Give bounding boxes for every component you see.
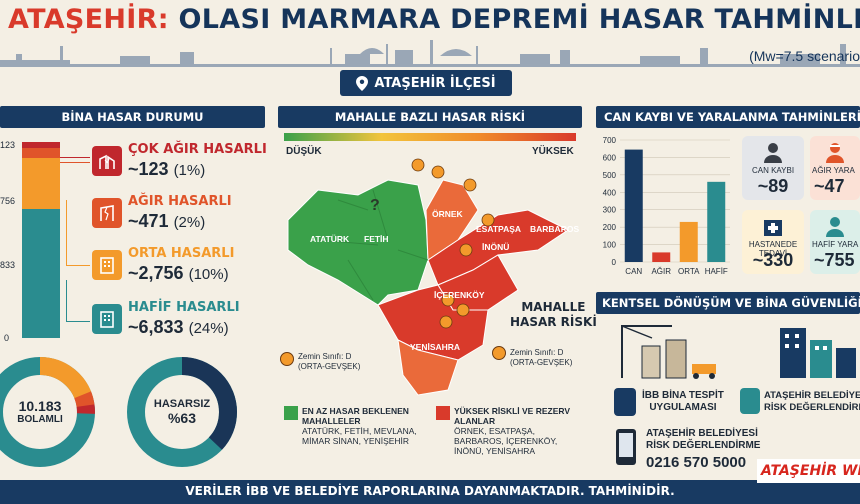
casualty-card-severe: AĞIR YARA ~47 <box>810 136 860 200</box>
building-icon <box>92 250 122 280</box>
buildings-icon <box>780 328 856 378</box>
footer-note: VERİLER İBB VE BELEDİYE RAPORLARINA DAYA… <box>185 484 675 498</box>
contact-label: ATAŞEHİR BELEDİYESİ RİSK DEĞERLENDİRME <box>646 428 761 451</box>
hospital-icon <box>764 220 782 236</box>
svg-text:?: ? <box>370 197 380 214</box>
soil-class-note: Zemin Sınıfı: D (ORTA-GEVŞEK) <box>510 348 573 367</box>
casualty-card-hospital: HASTANEDE TEDAVİ ~330 <box>742 210 804 274</box>
soil-marker-icon <box>280 352 294 366</box>
neighborhood-label: ATATÜRK <box>310 234 350 244</box>
bar-0 <box>624 149 643 262</box>
neighborhood-label: BARBAROS <box>530 224 580 234</box>
damage-percent: (10%) <box>188 266 229 283</box>
donut-undamaged-label: HASARSIZ <box>153 398 211 410</box>
damage-count: ~6,833 <box>128 317 184 337</box>
soil-class-note: Zemin Sınıfı: D (ORTA-GEVŞEK) <box>298 352 361 371</box>
municipality-app-icon <box>740 388 760 414</box>
urban-panel-header: KENTSEL DÖNÜŞÜM VE BİNA GÜVENLİĞİ <box>596 292 860 314</box>
connector-line <box>60 162 90 212</box>
district-banner: ATAŞEHİR İLÇESİ <box>340 70 512 96</box>
legend-low: EN AZ HASAR BEKLENEN MAHALLELER ATATÜRK,… <box>302 406 417 446</box>
casualty-card-deaths: CAN KAYBI ~89 <box>742 136 804 200</box>
construction-icon <box>621 325 716 379</box>
y-tick-label: 0 <box>612 258 617 267</box>
cracked-building-icon <box>92 198 122 228</box>
district-map: ? <box>287 158 569 396</box>
stack-segment-very-heavy <box>22 142 60 148</box>
map-panel-header: MAHALLE BAZLI HASAR RİSKİ <box>278 106 582 128</box>
bar-3 <box>707 181 726 262</box>
phone-icon <box>616 429 636 465</box>
neighborhood-label: ESATPAŞA <box>476 224 522 234</box>
neighborhood-label: İÇERENKÖY <box>434 290 485 300</box>
connector-line <box>66 280 90 322</box>
casualty-card-light: HAFİF YARA ~755 <box>810 210 860 274</box>
casualty-bar-chart: 700 600 500 400 300 200 100 0 CAN AĞIR ORTA HAFİF <box>603 136 730 276</box>
y-tick-label: 700 <box>603 136 617 145</box>
y-tick-label: 500 <box>603 171 617 180</box>
damage-count: ~471 <box>128 211 169 231</box>
donut-total-label: BOLAMLI <box>17 414 63 425</box>
phone-app-icon <box>614 388 636 416</box>
person-icon <box>764 143 782 163</box>
ibb-app-label: İBB BİNA TESPİT UYGULAMASI <box>642 390 724 413</box>
y-tick-label: 100 <box>603 241 617 250</box>
stack-segment-moderate <box>22 158 60 209</box>
damage-stacked-bar <box>22 142 60 338</box>
x-tick-label: AĞIR <box>651 267 671 276</box>
bar-2 <box>679 221 698 262</box>
stack-segment-light <box>22 208 60 338</box>
injured-person-icon <box>826 143 844 163</box>
soil-marker-icon <box>492 346 506 360</box>
neighborhood-label: YENİSAHRA <box>410 342 461 352</box>
page-title: ATAŞEHİR: OLASI MARMARA DEPREMİ HASAR TA… <box>8 4 860 35</box>
damage-percent: (2%) <box>173 214 206 231</box>
neighborhood-label: İNÖNÜ <box>482 242 510 252</box>
risk-scale-bar <box>284 133 576 141</box>
scenario-note: (Mw=7.5 scenario <box>749 48 860 64</box>
casualty-panel-header: CAN KAYBI VE YARALANMA TAHMİNLERİ <box>596 106 860 128</box>
undamaged-donut <box>127 357 237 467</box>
collapsed-building-icon <box>92 146 122 176</box>
total-buildings-donut <box>0 357 95 467</box>
person-icon <box>826 217 844 237</box>
y-tick-label: 300 <box>603 206 617 215</box>
bar-1 <box>652 252 671 262</box>
legend-high: YÜKSEK RİSKLİ VE REZERV ALANLAR ÖRNEK, E… <box>454 406 571 456</box>
damage-percent: (24%) <box>188 320 229 337</box>
x-tick-label: ORTA <box>678 267 700 276</box>
x-tick-label: HAFİF <box>705 267 728 276</box>
brand-logo: ATAŞEHİR WEB <box>757 459 860 483</box>
location-pin-icon <box>356 75 369 91</box>
connector-line <box>66 200 90 266</box>
legend-low-swatch <box>284 406 298 420</box>
legend-high-swatch <box>436 406 450 420</box>
y-tick-label: 600 <box>603 153 617 162</box>
donut-undamaged-value: %63 <box>167 410 197 426</box>
donut-total-value: 10.183 <box>18 398 62 414</box>
damage-count: ~2,756 <box>128 263 184 283</box>
building-icon <box>92 304 122 334</box>
x-tick-label: CAN <box>625 267 642 276</box>
bar-label-zero: 0 <box>4 333 10 343</box>
bar-label-low: 833 <box>0 260 16 270</box>
risk-scale-high: YÜKSEK <box>532 146 574 157</box>
damage-count: ~123 <box>128 159 169 179</box>
bar-label-mid: 756 <box>0 196 16 206</box>
damage-panel-header: BİNA HASAR DURUMU <box>0 106 265 128</box>
map-title: MAHALLE HASAR RİSKİ <box>510 300 597 329</box>
neighborhood-label: ÖRNEK <box>432 209 463 219</box>
neighborhood-label: FETİH <box>364 234 389 244</box>
y-tick-label: 200 <box>603 223 617 232</box>
damage-percent: (1%) <box>173 162 206 179</box>
phone-number[interactable]: 0216 570 5000 <box>646 454 747 471</box>
footer-bar <box>0 480 860 504</box>
bar-label-top: 123 <box>0 140 16 150</box>
connector-line <box>60 148 90 158</box>
stack-segment-heavy <box>22 148 60 158</box>
risk-scale-low: DÜŞÜK <box>286 146 322 157</box>
istanbul-skyline <box>0 40 860 67</box>
y-tick-label: 400 <box>603 188 617 197</box>
